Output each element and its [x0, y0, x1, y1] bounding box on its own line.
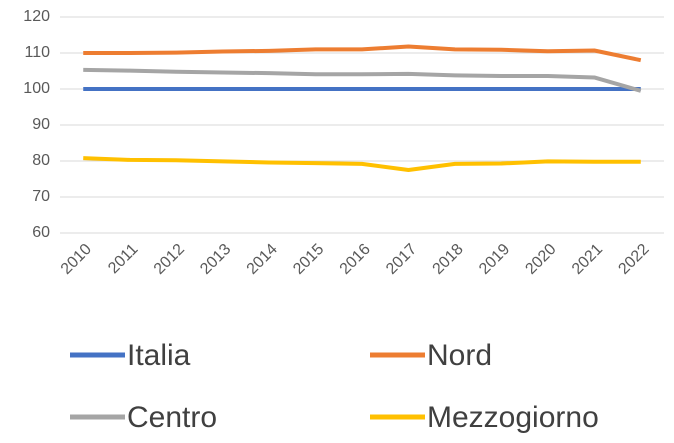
- series-line: [83, 156, 641, 172]
- legend-label: Nord: [427, 339, 492, 372]
- x-tick-label: 2019: [476, 241, 513, 278]
- y-tick-label: 100: [23, 80, 50, 97]
- x-tick-label: 2017: [383, 241, 420, 278]
- x-tick-label: 2020: [522, 241, 559, 278]
- y-tick-label: 120: [23, 8, 50, 25]
- x-tick-label: 2018: [430, 241, 467, 278]
- y-tick-label: 80: [32, 152, 50, 169]
- series-line: [83, 44, 642, 63]
- x-tick-label: 2016: [337, 241, 374, 278]
- x-tick-label: 2013: [197, 241, 234, 278]
- y-tick-label: 70: [32, 188, 50, 205]
- legend-label: Centro: [127, 401, 217, 434]
- x-tick-label: 2010: [58, 241, 95, 278]
- legend-label: Mezzogiorno: [427, 401, 599, 434]
- x-tick-label: 2021: [569, 241, 606, 278]
- x-tick-label: 2012: [151, 241, 188, 278]
- x-tick-label: 2022: [615, 241, 652, 278]
- series-line: [83, 67, 642, 93]
- legend-label: Italia: [127, 339, 191, 372]
- x-tick-label: 2014: [244, 241, 281, 278]
- y-tick-label: 110: [24, 44, 50, 61]
- x-tick-label: 2011: [105, 241, 141, 277]
- x-tick-label: 2015: [290, 241, 327, 278]
- y-tick-label: 60: [32, 224, 50, 241]
- y-tick-label: 90: [32, 116, 50, 133]
